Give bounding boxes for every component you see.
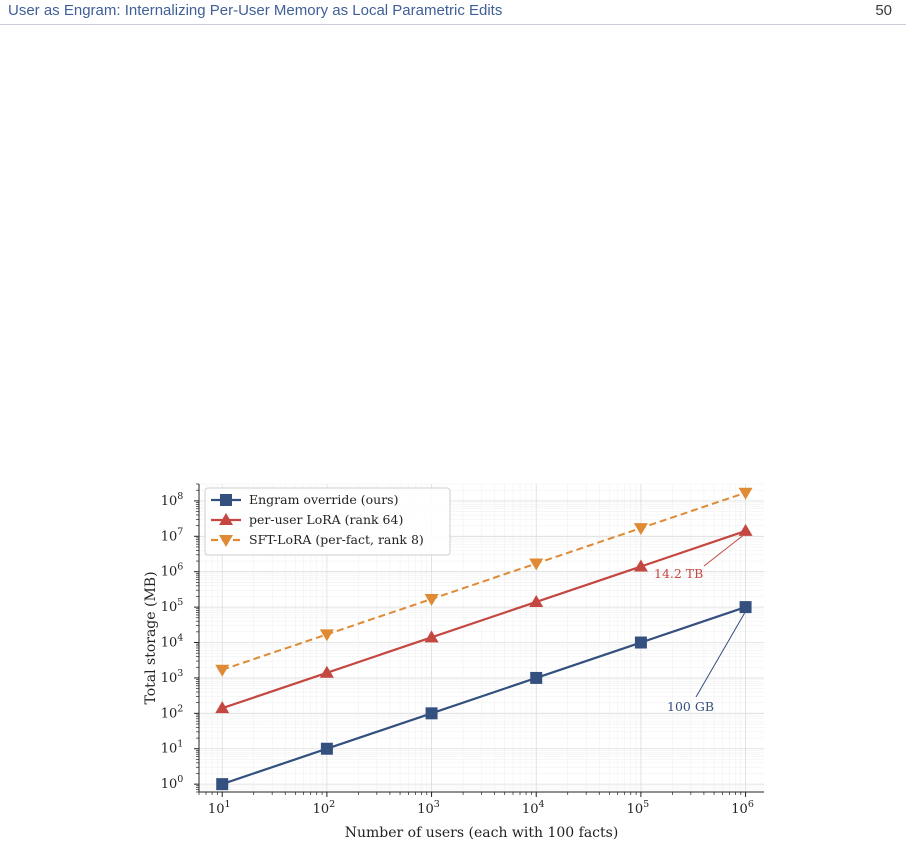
page-number: 50: [875, 2, 892, 19]
legend-label: per-user LoRA (rank 64): [249, 512, 403, 527]
legend-box: [204, 487, 451, 556]
data-point: [215, 664, 230, 677]
y-tick-label: 101: [161, 739, 184, 757]
x-tick-label: 102: [313, 799, 336, 817]
data-point: [319, 665, 334, 678]
data-point: [738, 487, 753, 500]
legend-label: SFT-LoRA (per-fact, rank 8): [249, 532, 424, 547]
data-point: [529, 558, 544, 571]
legend: Engram override (ours) per-user LoRA (ran…: [204, 487, 451, 556]
data-point: [215, 701, 230, 714]
annotations: 14.2 TB 100 GB: [654, 535, 746, 714]
data-point: [424, 630, 439, 643]
data-point: [634, 636, 647, 649]
legend-entry: SFT-LoRA (per-fact, rank 8): [211, 532, 424, 547]
series-line: [221, 606, 746, 786]
annotation-label: 14.2 TB: [654, 566, 703, 581]
x-tick-label: 106: [731, 799, 754, 817]
data-point: [530, 671, 543, 684]
legend-label: Engram override (ours): [249, 492, 398, 507]
y-tick-label: 106: [161, 562, 184, 580]
annotation-label: 100 GB: [667, 699, 714, 714]
series-line: [221, 491, 746, 671]
data-point: [216, 778, 229, 791]
x-tick-label: 103: [417, 799, 440, 817]
series-group: [215, 487, 753, 791]
page-header: User as Engram: Internalizing Per-User M…: [0, 0, 906, 25]
annotation-arrow: [695, 612, 746, 698]
series-line: [221, 529, 746, 710]
legend-entry: per-user LoRA (rank 64): [211, 512, 403, 527]
legend-marker: [219, 513, 233, 525]
data-point: [738, 523, 753, 536]
y-tick-label: 105: [161, 597, 184, 615]
paper-title: User as Engram: Internalizing Per-User M…: [8, 2, 503, 19]
y-axis-label: Total storage (MB): [143, 571, 159, 704]
x-tick-label: 104: [522, 799, 545, 817]
series-per-user-lora-rank-64: [215, 523, 753, 714]
legend-marker: [220, 494, 232, 506]
y-tick-label: 108: [161, 491, 184, 509]
x-axis-label: Number of users (each with 100 facts): [345, 825, 619, 841]
data-point: [319, 629, 334, 642]
y-tick-label: 103: [161, 668, 184, 686]
data-point: [424, 593, 439, 606]
data-point: [633, 559, 648, 572]
series-engram-override-ours: [216, 601, 752, 791]
data-point: [425, 707, 438, 720]
axes: 101 102 103 104 105 106 100 101 102 103 104 105 106 1…: [161, 483, 764, 817]
annotation-arrow: [703, 535, 743, 567]
data-point: [633, 523, 648, 536]
y-tick-label: 104: [161, 633, 184, 651]
y-tick-label: 102: [161, 703, 184, 721]
x-tick-label: 105: [627, 799, 650, 817]
data-point: [529, 594, 544, 607]
series-sft-lora-per-fact-rank-8: [215, 487, 753, 677]
y-tick-label: 107: [161, 526, 184, 544]
data-point: [320, 742, 333, 755]
y-tick-label: 100: [161, 774, 184, 792]
data-point: [739, 601, 752, 614]
x-tick-label: 101: [208, 799, 231, 817]
legend-entry: Engram override (ours): [211, 492, 398, 507]
legend-marker: [219, 535, 233, 547]
